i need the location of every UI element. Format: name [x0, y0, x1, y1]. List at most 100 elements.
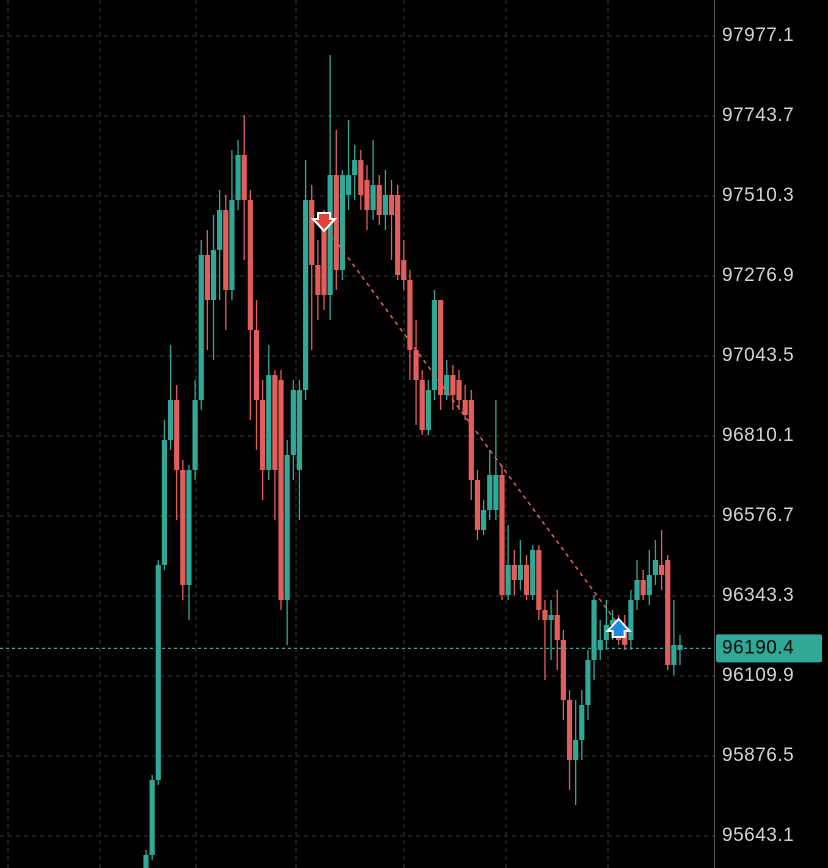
candle-body — [640, 579, 646, 595]
candle-body — [530, 549, 536, 595]
candle-body — [493, 474, 499, 510]
buy-arrow — [605, 617, 632, 638]
candle-body — [321, 224, 327, 295]
candle-body — [229, 199, 235, 291]
candle-body — [388, 194, 395, 216]
candle-body — [438, 299, 444, 395]
candle-body — [566, 700, 573, 760]
y-tick-label: 97043.5 — [722, 345, 794, 366]
candle-body — [161, 439, 168, 565]
candle-body — [548, 614, 554, 620]
candle-body — [628, 599, 634, 640]
candle-body — [677, 645, 683, 651]
candle-body — [468, 399, 474, 480]
candle-body — [352, 159, 358, 176]
candle-body — [573, 740, 579, 760]
candle-body — [198, 254, 204, 400]
candle-body — [413, 349, 419, 381]
candle-body — [217, 210, 223, 251]
candle-body — [333, 175, 339, 270]
candle-body — [290, 389, 296, 456]
candle-body — [591, 599, 597, 660]
candle-body — [235, 154, 241, 200]
candle-body — [210, 250, 217, 300]
y-tick-label: 96576.7 — [722, 505, 794, 526]
candle-body — [517, 564, 524, 580]
candle-body — [603, 624, 609, 640]
candle-body — [579, 704, 585, 741]
candle-body — [609, 619, 616, 625]
y-tick-label: 95876.5 — [722, 745, 794, 766]
candle-body — [542, 610, 548, 620]
candle-body — [431, 299, 438, 390]
candle-body — [480, 509, 487, 530]
candle-body — [671, 645, 677, 665]
y-tick-label: 97743.7 — [722, 105, 794, 126]
y-tick-label: 97977.1 — [722, 25, 794, 46]
candle-body — [462, 399, 468, 416]
candle-body — [634, 579, 640, 600]
candle-body — [646, 574, 652, 595]
candle-body — [364, 179, 370, 211]
candle-body — [192, 399, 198, 470]
candle-body — [253, 330, 260, 400]
candle-body — [339, 175, 346, 270]
candle-body — [272, 375, 278, 470]
last-price-box — [716, 634, 822, 663]
y-tick-label: 96109.9 — [722, 665, 794, 686]
candle-body — [247, 199, 253, 331]
candle-body — [266, 375, 272, 470]
candle-body — [296, 389, 303, 470]
candle-body — [511, 564, 517, 580]
candle-body — [345, 175, 352, 195]
candle-body — [560, 639, 566, 701]
candle-body — [376, 184, 382, 216]
candle-body — [284, 455, 290, 600]
candle-body — [155, 564, 161, 781]
candle-body — [370, 184, 376, 211]
candle-body — [309, 199, 315, 265]
candle-body — [585, 659, 591, 705]
candle-body — [523, 564, 530, 595]
candle-body — [407, 279, 413, 350]
candle-body — [652, 559, 659, 575]
candle-body — [358, 159, 364, 195]
candle-body — [554, 614, 560, 640]
candle-body — [505, 564, 511, 595]
candle-body — [143, 855, 149, 868]
candle-body — [401, 259, 407, 280]
y-tick-label: 97510.3 — [722, 185, 794, 206]
last-price-label: 96190.4 — [722, 637, 794, 658]
candle-body — [474, 479, 481, 530]
candle-body — [658, 564, 665, 575]
candle-body — [597, 639, 603, 651]
sell-arrow — [310, 211, 338, 233]
candle-body — [327, 175, 333, 295]
candle-body — [450, 375, 456, 395]
candle-body — [425, 389, 431, 430]
y-tick-label: 97276.9 — [722, 265, 794, 286]
trade-line — [323, 224, 620, 626]
candle-body — [167, 399, 174, 440]
candle-body — [186, 469, 192, 585]
candle-body — [487, 474, 493, 510]
candle-body — [302, 199, 309, 390]
candle-body — [204, 254, 210, 300]
y-tick-label: 96343.3 — [722, 585, 794, 606]
candle-body — [149, 780, 155, 856]
candle-body — [665, 559, 671, 665]
candle-body — [382, 194, 388, 216]
candle-body — [174, 399, 180, 470]
y-tick-label: 95643.1 — [722, 825, 794, 846]
candle-body — [444, 375, 450, 395]
candle-body — [395, 194, 401, 275]
candle-body — [223, 210, 229, 291]
candle-body — [241, 154, 247, 200]
y-tick-label: 96810.1 — [722, 425, 794, 446]
candle-body — [499, 474, 505, 595]
candle-body — [278, 380, 284, 600]
candle-body — [536, 549, 542, 611]
